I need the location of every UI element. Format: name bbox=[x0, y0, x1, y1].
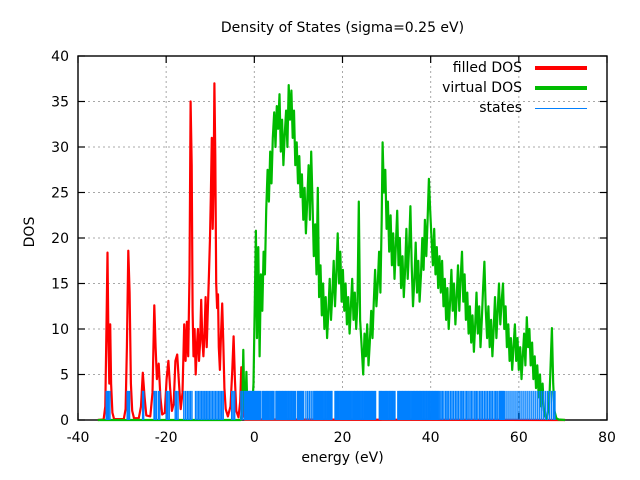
y-tick-label: 30 bbox=[51, 140, 69, 156]
y-tick-label: 35 bbox=[51, 95, 69, 111]
legend-label: filled DOS bbox=[452, 60, 522, 76]
legend-entry-virtual-dos: virtual DOS bbox=[442, 78, 587, 98]
legend-line-sample bbox=[535, 66, 587, 70]
series-virtual-dos bbox=[97, 83, 566, 422]
x-tick-label: 40 bbox=[422, 430, 440, 446]
y-tick-label: 20 bbox=[51, 231, 69, 247]
x-tick-label: 60 bbox=[510, 430, 528, 446]
x-tick-label: 80 bbox=[598, 430, 616, 446]
legend-line-sample bbox=[535, 107, 587, 109]
legend-line-sample bbox=[535, 86, 587, 90]
legend-label: states bbox=[479, 100, 522, 116]
y-tick-label: 10 bbox=[51, 322, 69, 338]
legend-entry-states: states bbox=[442, 98, 587, 118]
y-tick-label: 15 bbox=[51, 277, 69, 293]
series-filled-dos bbox=[97, 82, 566, 422]
x-tick-label: 20 bbox=[334, 430, 352, 446]
y-tick-label: 5 bbox=[60, 368, 69, 384]
x-axis-label: energy (eV) bbox=[301, 450, 384, 466]
legend: filled DOS virtual DOS states bbox=[442, 58, 587, 118]
legend-label: virtual DOS bbox=[442, 80, 522, 96]
x-tick-label: -40 bbox=[67, 430, 90, 446]
x-tick-label: -20 bbox=[155, 430, 178, 446]
x-tick-label: 0 bbox=[250, 430, 259, 446]
y-tick-label: 25 bbox=[51, 186, 69, 202]
chart-title: Density of States (sigma=0.25 eV) bbox=[220, 20, 465, 36]
y-tick-label: 40 bbox=[51, 49, 69, 65]
legend-entry-filled-dos: filled DOS bbox=[442, 58, 587, 78]
y-tick-label: 0 bbox=[60, 413, 69, 429]
y-axis-label: DOS bbox=[22, 216, 38, 248]
